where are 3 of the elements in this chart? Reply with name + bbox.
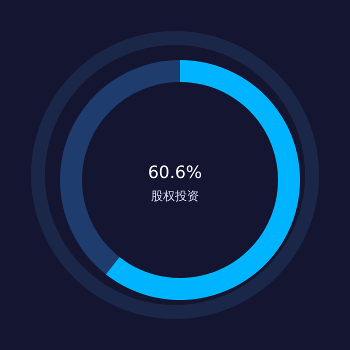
slice-label: 股权投资 [151,189,199,203]
donut-slice [106,60,300,300]
data-label: 60.6% [148,163,202,183]
